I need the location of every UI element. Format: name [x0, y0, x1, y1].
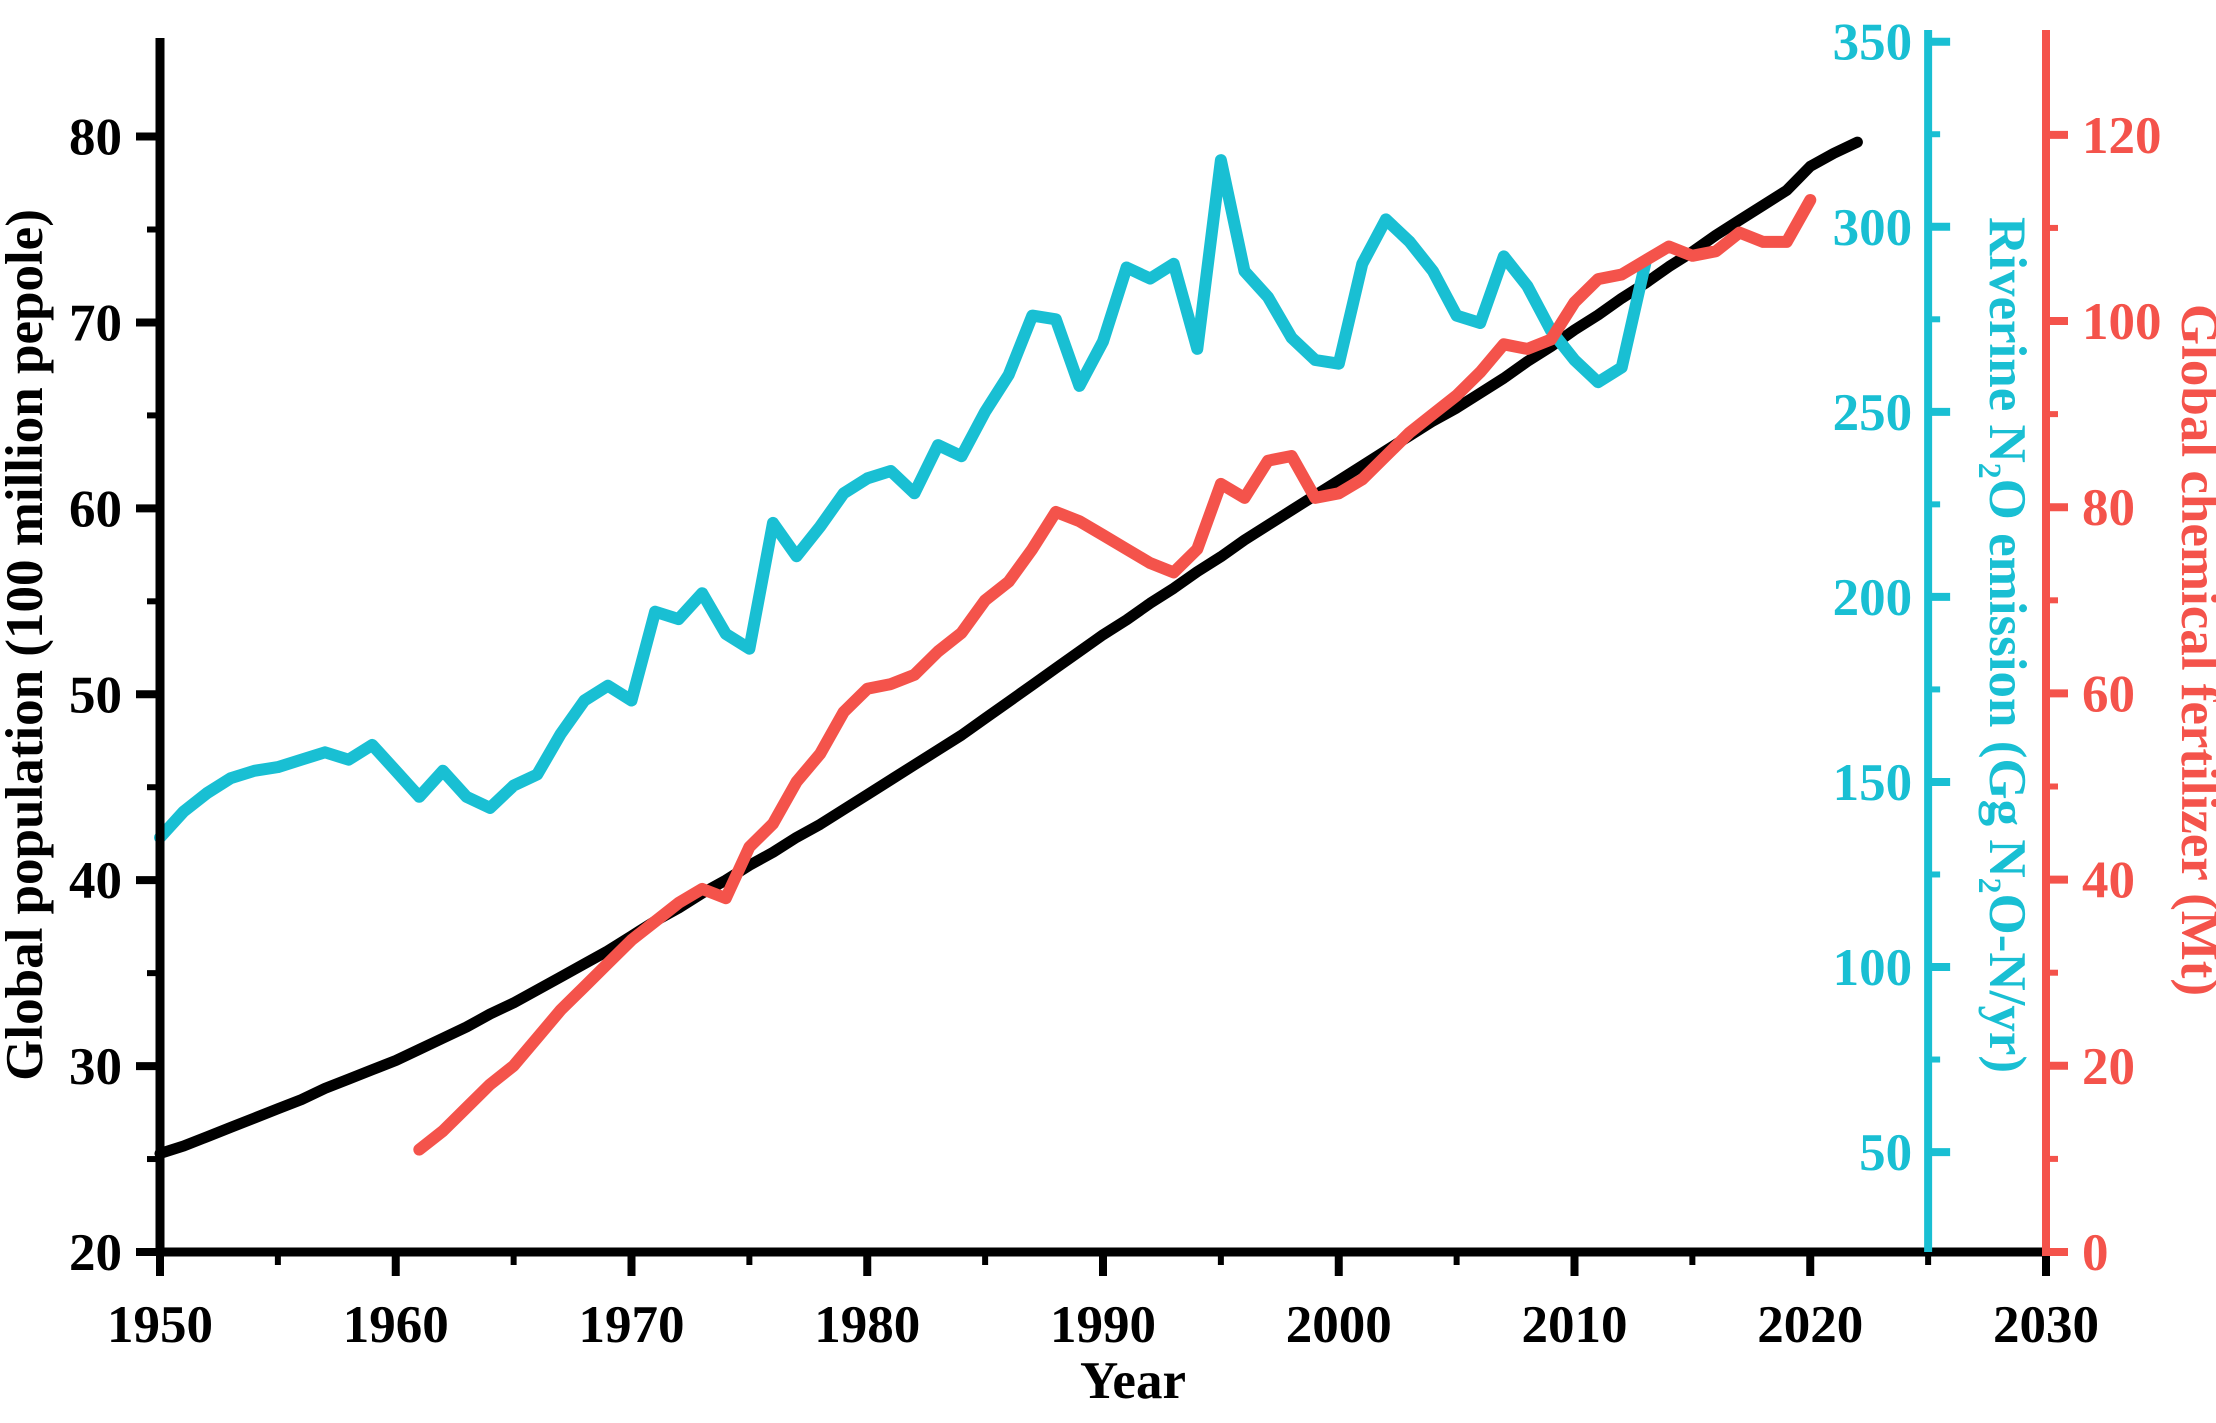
fertilizer-axis-tick-label: 100: [2082, 293, 2162, 351]
x-axis-tick-label: 1970: [579, 1296, 685, 1354]
n2o-axis-tick-label: 350: [1833, 14, 1913, 72]
population-axis-tick-label: 50: [69, 666, 122, 724]
population-axis-tick-label: 20: [69, 1224, 122, 1282]
x-axis-tick-label: 1960: [343, 1296, 449, 1354]
n2o-axis-tick-label: 100: [1833, 939, 1913, 997]
n2o-axis-tick-label: 200: [1833, 569, 1913, 627]
population-axis-tick-label: 80: [69, 109, 122, 167]
population-axis-tick-label: 60: [69, 480, 122, 538]
fertilizer-series-line: [413, 194, 1817, 1156]
population-axis-tick-label: 70: [69, 294, 122, 352]
x-axis-tick-label: 1980: [814, 1296, 920, 1354]
x-axis-tick-label: 2030: [1993, 1296, 2099, 1354]
x-axis-tick-label: 1990: [1050, 1296, 1156, 1354]
population-axis-tick-label: 30: [69, 1038, 122, 1096]
x-axis-tick-label: 1950: [107, 1296, 213, 1354]
fertilizer-axis-title: Global chemical fertilizer (Mt): [2170, 304, 2216, 996]
n2o-axis-tick-label: 150: [1833, 754, 1913, 812]
x-axis-tick-label: 2010: [1522, 1296, 1628, 1354]
population-series-line: [154, 136, 1863, 1159]
x-axis-title: Year: [1080, 1352, 1186, 1410]
fertilizer-axis-tick-label: 0: [2082, 1224, 2109, 1282]
n2o-axis-tick-label: 250: [1833, 384, 1913, 442]
population-axis-tick-label: 40: [69, 852, 122, 910]
n2o-axis-tick-label: 300: [1833, 199, 1913, 257]
fertilizer-axis-tick-label: 20: [2082, 1038, 2135, 1096]
n2o-series-line: [154, 154, 1652, 844]
fertilizer-axis-tick-label: 40: [2082, 852, 2135, 910]
n2o-axis-title: Riverine N₂O emission (Gg N₂O-N/yr): [1978, 217, 2036, 1073]
fertilizer-axis-tick-label: 60: [2082, 665, 2135, 723]
fertilizer-axis-tick-label: 120: [2082, 107, 2162, 165]
x-axis-tick-label: 2020: [1757, 1296, 1863, 1354]
population-axis-title: Global population (100 million pepole): [0, 209, 54, 1081]
n2o-axis-tick-label: 50: [1859, 1124, 1912, 1182]
fertilizer-axis-tick-label: 80: [2082, 479, 2135, 537]
x-axis-tick-label: 2000: [1286, 1296, 1392, 1354]
